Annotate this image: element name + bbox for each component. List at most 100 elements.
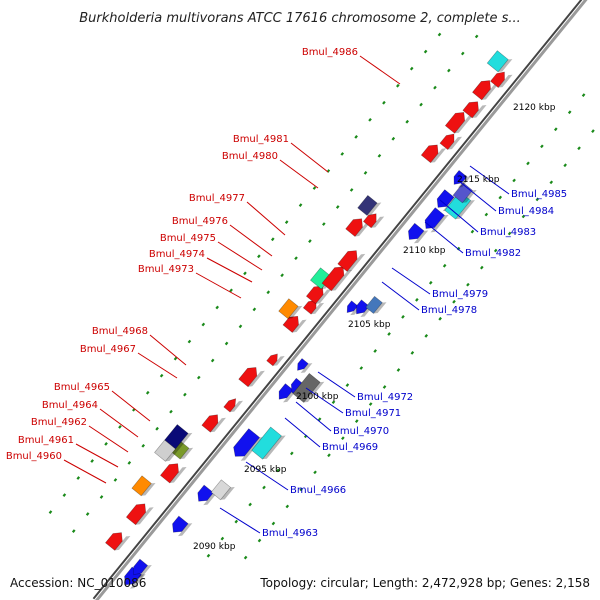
tick-mark bbox=[423, 49, 428, 54]
forward-gene[interactable] bbox=[278, 296, 303, 320]
gene-label-bmul-4967[interactable]: Bmul_4967 bbox=[80, 344, 136, 355]
reverse-gene[interactable] bbox=[194, 483, 218, 507]
forward-gene[interactable] bbox=[305, 280, 332, 306]
gene-label-bmul-4984[interactable]: Bmul_4984 bbox=[498, 206, 554, 217]
gene-label-bmul-4960[interactable]: Bmul_4960 bbox=[6, 451, 62, 462]
gene-label-bmul-4964[interactable]: Bmul_4964 bbox=[42, 400, 98, 411]
leader-line bbox=[195, 272, 242, 299]
leader-line bbox=[459, 181, 497, 212]
forward-gene[interactable] bbox=[201, 409, 226, 434]
forward-gene[interactable] bbox=[357, 193, 382, 217]
forward-gene[interactable] bbox=[238, 361, 265, 388]
gene-label-bmul-4969[interactable]: Bmul_4969 bbox=[322, 442, 378, 453]
gene-label-bmul-4980[interactable]: Bmul_4980 bbox=[222, 151, 278, 162]
tick-mark bbox=[62, 493, 67, 497]
leader-line bbox=[424, 221, 464, 254]
gene-label-bmul-4965[interactable]: Bmul_4965 bbox=[54, 382, 110, 393]
reverse-gene[interactable] bbox=[294, 356, 313, 375]
gene-label-bmul-4986[interactable]: Bmul_4986 bbox=[302, 47, 358, 58]
forward-gene[interactable] bbox=[266, 349, 285, 368]
forward-gene[interactable] bbox=[362, 208, 385, 229]
forward-gene[interactable] bbox=[105, 527, 131, 553]
forward-gene[interactable] bbox=[490, 67, 513, 90]
forward-gene[interactable] bbox=[302, 295, 325, 316]
tick-mark bbox=[484, 212, 489, 217]
tick-mark bbox=[276, 468, 280, 473]
kbp-scale-labels: 2090 kbp 2095 kbp 2100 kbp 2105 kbp 2110 kbp… bbox=[193, 103, 556, 552]
forward-gene[interactable] bbox=[486, 48, 513, 73]
forward-gene[interactable] bbox=[282, 310, 307, 334]
tick-mark bbox=[368, 402, 373, 406]
tick-mark bbox=[113, 478, 118, 482]
gene-label-bmul-4981[interactable]: Bmul_4981 bbox=[233, 134, 289, 145]
forward-gene[interactable] bbox=[223, 394, 244, 414]
gene-label-bmul-4982[interactable]: Bmul_4982 bbox=[465, 248, 521, 259]
backbone-edge-dark bbox=[92, 0, 583, 600]
kbp-label-2090-kbp: 2090 kbp bbox=[193, 542, 236, 552]
gene-label-bmul-4963[interactable]: Bmul_4963 bbox=[262, 528, 318, 539]
reverse-gene[interactable] bbox=[130, 557, 152, 580]
reverse-gene[interactable] bbox=[421, 205, 449, 234]
tick-mark bbox=[99, 495, 104, 499]
gene-label-bmul-4977[interactable]: Bmul_4977 bbox=[189, 193, 245, 204]
gene-label-bmul-4979[interactable]: Bmul_4979 bbox=[432, 289, 488, 300]
tick-mark bbox=[442, 263, 447, 268]
tick-mark bbox=[410, 351, 415, 355]
forward-gene[interactable] bbox=[125, 498, 154, 527]
tick-mark bbox=[243, 555, 248, 560]
gene-label-bmul-4962[interactable]: Bmul_4962 bbox=[31, 417, 87, 428]
tick-mark bbox=[243, 271, 247, 276]
reverse-gene[interactable] bbox=[251, 425, 286, 461]
reverse-gene[interactable] bbox=[210, 477, 235, 501]
tick-mark bbox=[271, 521, 276, 526]
forward-gene[interactable] bbox=[337, 244, 366, 273]
gene-label-bmul-4976[interactable]: Bmul_4976 bbox=[172, 216, 228, 227]
gene-label-bmul-4961[interactable]: Bmul_4961 bbox=[18, 435, 74, 446]
leader-line bbox=[63, 459, 107, 484]
tick-mark bbox=[480, 265, 484, 270]
reverse-gene[interactable] bbox=[365, 294, 387, 315]
forward-gene[interactable] bbox=[345, 213, 371, 239]
gene-label-bmul-4968[interactable]: Bmul_4968 bbox=[92, 326, 148, 337]
gene-label-bmul-4974[interactable]: Bmul_4974 bbox=[149, 249, 205, 260]
forward-gene[interactable] bbox=[154, 438, 180, 463]
tick-mark bbox=[567, 110, 572, 115]
tick-mark bbox=[382, 100, 386, 105]
tick-mark bbox=[257, 538, 262, 543]
forward-gene[interactable] bbox=[439, 129, 463, 152]
gene-label-bmul-4985[interactable]: Bmul_4985 bbox=[511, 189, 567, 200]
forward-gene[interactable] bbox=[420, 139, 447, 165]
gene-label-bmul-4983[interactable]: Bmul_4983 bbox=[480, 227, 536, 238]
tick-mark bbox=[447, 68, 451, 73]
tick-mark bbox=[257, 254, 261, 259]
tick-mark bbox=[396, 368, 401, 372]
forward-gene[interactable] bbox=[462, 96, 487, 120]
gene-label-bmul-4971[interactable]: Bmul_4971 bbox=[345, 408, 401, 419]
forward-gene[interactable] bbox=[160, 458, 187, 485]
tick-mark bbox=[493, 248, 498, 253]
gene-label-bmul-4972[interactable]: Bmul_4972 bbox=[357, 392, 413, 403]
tick-mark bbox=[90, 459, 94, 463]
reverse-gene[interactable] bbox=[405, 221, 429, 245]
reverse-gene[interactable] bbox=[169, 514, 193, 538]
reverse-gene[interactable] bbox=[450, 168, 472, 189]
forward-gene[interactable] bbox=[164, 422, 193, 451]
forward-gene[interactable] bbox=[444, 106, 473, 135]
tick-mark bbox=[145, 390, 150, 395]
tick-mark bbox=[433, 85, 437, 90]
gene-label-bmul-4970[interactable]: Bmul_4970 bbox=[333, 426, 389, 437]
tick-mark bbox=[234, 519, 239, 524]
gene-label-bmul-4975[interactable]: Bmul_4975 bbox=[160, 233, 216, 244]
tick-mark bbox=[308, 239, 312, 243]
gene-label-bmul-4973[interactable]: Bmul_4973 bbox=[138, 264, 194, 275]
leader-line bbox=[469, 165, 510, 195]
forward-gene[interactable] bbox=[472, 74, 499, 101]
forward-gene[interactable] bbox=[131, 473, 156, 497]
tick-mark bbox=[206, 553, 211, 558]
kbp-label-2110-kbp: 2110 kbp bbox=[403, 246, 446, 256]
tick-mark bbox=[498, 195, 503, 200]
gene-label-bmul-4966[interactable]: Bmul_4966 bbox=[290, 485, 346, 496]
gene-label-bmul-4978[interactable]: Bmul_4978 bbox=[421, 305, 477, 316]
leader-line bbox=[305, 387, 344, 414]
forward-gene[interactable] bbox=[321, 261, 352, 293]
